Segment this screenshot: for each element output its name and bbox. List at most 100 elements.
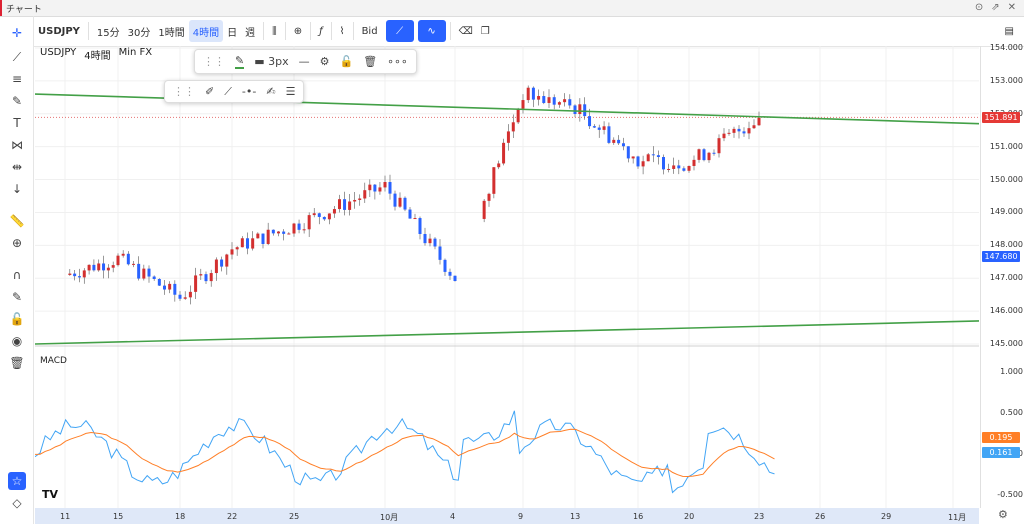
interval-30m[interactable]: 30分 bbox=[127, 27, 151, 39]
candle-body bbox=[77, 276, 81, 278]
fib-icon[interactable]: ≡ bbox=[11, 72, 23, 86]
trendline-tool-icon[interactable]: ⟋ bbox=[224, 84, 232, 98]
interval-4h[interactable]: 4時間 bbox=[188, 20, 224, 42]
candle-body bbox=[692, 159, 696, 166]
interval-1h[interactable]: 1時間 bbox=[158, 27, 185, 39]
candle-body bbox=[702, 149, 706, 161]
templates-icon[interactable]: ⌇ bbox=[339, 25, 345, 37]
pattern-icon[interactable]: ⋈ bbox=[11, 138, 23, 152]
bid-button[interactable]: Bid bbox=[361, 25, 378, 37]
stroke-width-button[interactable]: ▬ 3px bbox=[254, 55, 289, 68]
candle-body bbox=[428, 238, 432, 244]
candle-body bbox=[722, 133, 726, 139]
interval-day[interactable]: 日 bbox=[227, 27, 238, 39]
line-style-icon[interactable]: — bbox=[298, 55, 310, 68]
candle-body bbox=[235, 247, 239, 250]
price-tick-label: 151.000 bbox=[989, 141, 1023, 151]
candle-body bbox=[636, 156, 640, 167]
candle-body bbox=[597, 127, 601, 130]
line-chart-icon[interactable]: ⟋ bbox=[385, 20, 414, 42]
time-tick-label: 9 bbox=[518, 512, 524, 521]
symbol-button[interactable]: USDJPY bbox=[38, 25, 80, 37]
candle-body bbox=[378, 187, 382, 192]
help-icon[interactable]: ⊙ bbox=[974, 2, 984, 13]
pencil-icon[interactable]: ✎ bbox=[235, 54, 245, 69]
candle-body bbox=[163, 285, 166, 290]
candle-body bbox=[393, 193, 397, 207]
price-marker-tag: 147.680 bbox=[982, 250, 1020, 262]
candle-body bbox=[92, 264, 96, 271]
drag-handle-icon[interactable]: ⋮⋮ bbox=[173, 85, 195, 98]
candle-body bbox=[157, 278, 161, 286]
zoom-icon[interactable]: ⊕ bbox=[11, 236, 23, 250]
candle-body bbox=[199, 274, 203, 276]
candle-body bbox=[438, 246, 442, 260]
candle-body bbox=[563, 99, 567, 103]
wave-icon[interactable]: ∿ bbox=[417, 20, 446, 42]
parallel-channel-icon[interactable]: ☰ bbox=[285, 85, 296, 98]
last-price-tag: 151.891 bbox=[982, 112, 1020, 124]
eye-icon[interactable]: ◉ bbox=[11, 334, 23, 348]
candle-body bbox=[757, 117, 761, 126]
layout-icon[interactable]: ▤ bbox=[1004, 25, 1014, 37]
lock-draw-icon[interactable]: ✎ bbox=[11, 290, 23, 304]
star-icon[interactable]: ☆ bbox=[8, 472, 26, 490]
candle-body bbox=[727, 132, 731, 134]
candle-body bbox=[116, 255, 120, 266]
candle-body bbox=[106, 267, 110, 271]
delete-icon[interactable]: 🗑 bbox=[363, 55, 378, 68]
brush-tool-icon[interactable]: ✐ bbox=[205, 85, 215, 98]
candle-body bbox=[506, 131, 510, 143]
lock-icon[interactable]: 🔓 bbox=[339, 55, 354, 68]
candle-body bbox=[602, 126, 606, 130]
candle-body bbox=[338, 199, 341, 210]
settings-icon[interactable]: ⚙ bbox=[319, 55, 330, 68]
candle-body bbox=[121, 253, 125, 256]
candle-body bbox=[137, 263, 141, 279]
highlighter-icon[interactable]: ✍ bbox=[266, 85, 276, 98]
candle-body bbox=[712, 152, 716, 154]
popout-icon[interactable]: ⇗ bbox=[991, 2, 1000, 13]
measure-icon[interactable]: ⇹ bbox=[11, 160, 23, 174]
time-axis[interactable] bbox=[35, 508, 979, 524]
candle-type-icon[interactable]: ⫼ bbox=[272, 25, 277, 37]
interval-15m[interactable]: 15分 bbox=[96, 27, 120, 39]
text-icon[interactable]: T bbox=[13, 116, 21, 130]
time-tick-label: 20 bbox=[684, 512, 695, 521]
candle-body bbox=[183, 297, 187, 299]
interval-week[interactable]: 週 bbox=[245, 27, 256, 39]
trash-icon[interactable]: 🗑 bbox=[9, 356, 25, 370]
brush-icon[interactable]: ✎ bbox=[11, 94, 23, 108]
drawing-toolbar: ✛ ⟋ ≡ ✎ T ⋈ ⇹ ↓ 📏 ⊕ ∩ ✎ 🔓 ◉ 🗑 ☆ ◇ bbox=[0, 16, 34, 524]
crosshair-icon[interactable]: ✛ bbox=[11, 26, 23, 40]
candle-body bbox=[287, 233, 291, 235]
close-icon[interactable]: ✕ bbox=[1007, 2, 1016, 13]
more-icon[interactable]: ∘∘∘ bbox=[387, 55, 408, 68]
candle-body bbox=[621, 143, 625, 147]
candle-body bbox=[261, 233, 265, 244]
ruler-icon[interactable]: 📏 bbox=[9, 214, 25, 228]
arrow-down-icon[interactable]: ↓ bbox=[11, 182, 23, 196]
lock-icon[interactable]: 🔓 bbox=[9, 312, 25, 326]
horizontal-ray-icon[interactable]: -•- bbox=[241, 85, 257, 98]
candle-body bbox=[251, 238, 255, 249]
clear-icon[interactable]: ⌫ bbox=[458, 25, 473, 37]
candle-body bbox=[168, 283, 172, 290]
trendline-icon[interactable]: ⟋ bbox=[12, 49, 22, 64]
layers-icon[interactable]: ◇ bbox=[12, 496, 22, 510]
candle-body bbox=[651, 154, 655, 156]
candle-body bbox=[502, 142, 506, 164]
drag-handle-icon[interactable]: ⋮⋮ bbox=[203, 55, 225, 68]
compare-icon[interactable]: ⊕ bbox=[293, 25, 303, 37]
candle-body bbox=[742, 131, 746, 134]
candle-body bbox=[487, 193, 491, 201]
macd-tick-label: 1.000 bbox=[1000, 367, 1023, 377]
magnet-icon[interactable]: ∩ bbox=[12, 268, 22, 282]
price-chart[interactable] bbox=[35, 46, 979, 508]
candle-body bbox=[672, 165, 676, 169]
indicators-icon[interactable]: ƒ bbox=[319, 25, 323, 37]
candle-body bbox=[497, 163, 501, 168]
candle-body bbox=[423, 234, 427, 244]
copy-icon[interactable]: ❐ bbox=[480, 25, 490, 37]
settings-gear-icon[interactable]: ⚙ bbox=[998, 508, 1008, 521]
